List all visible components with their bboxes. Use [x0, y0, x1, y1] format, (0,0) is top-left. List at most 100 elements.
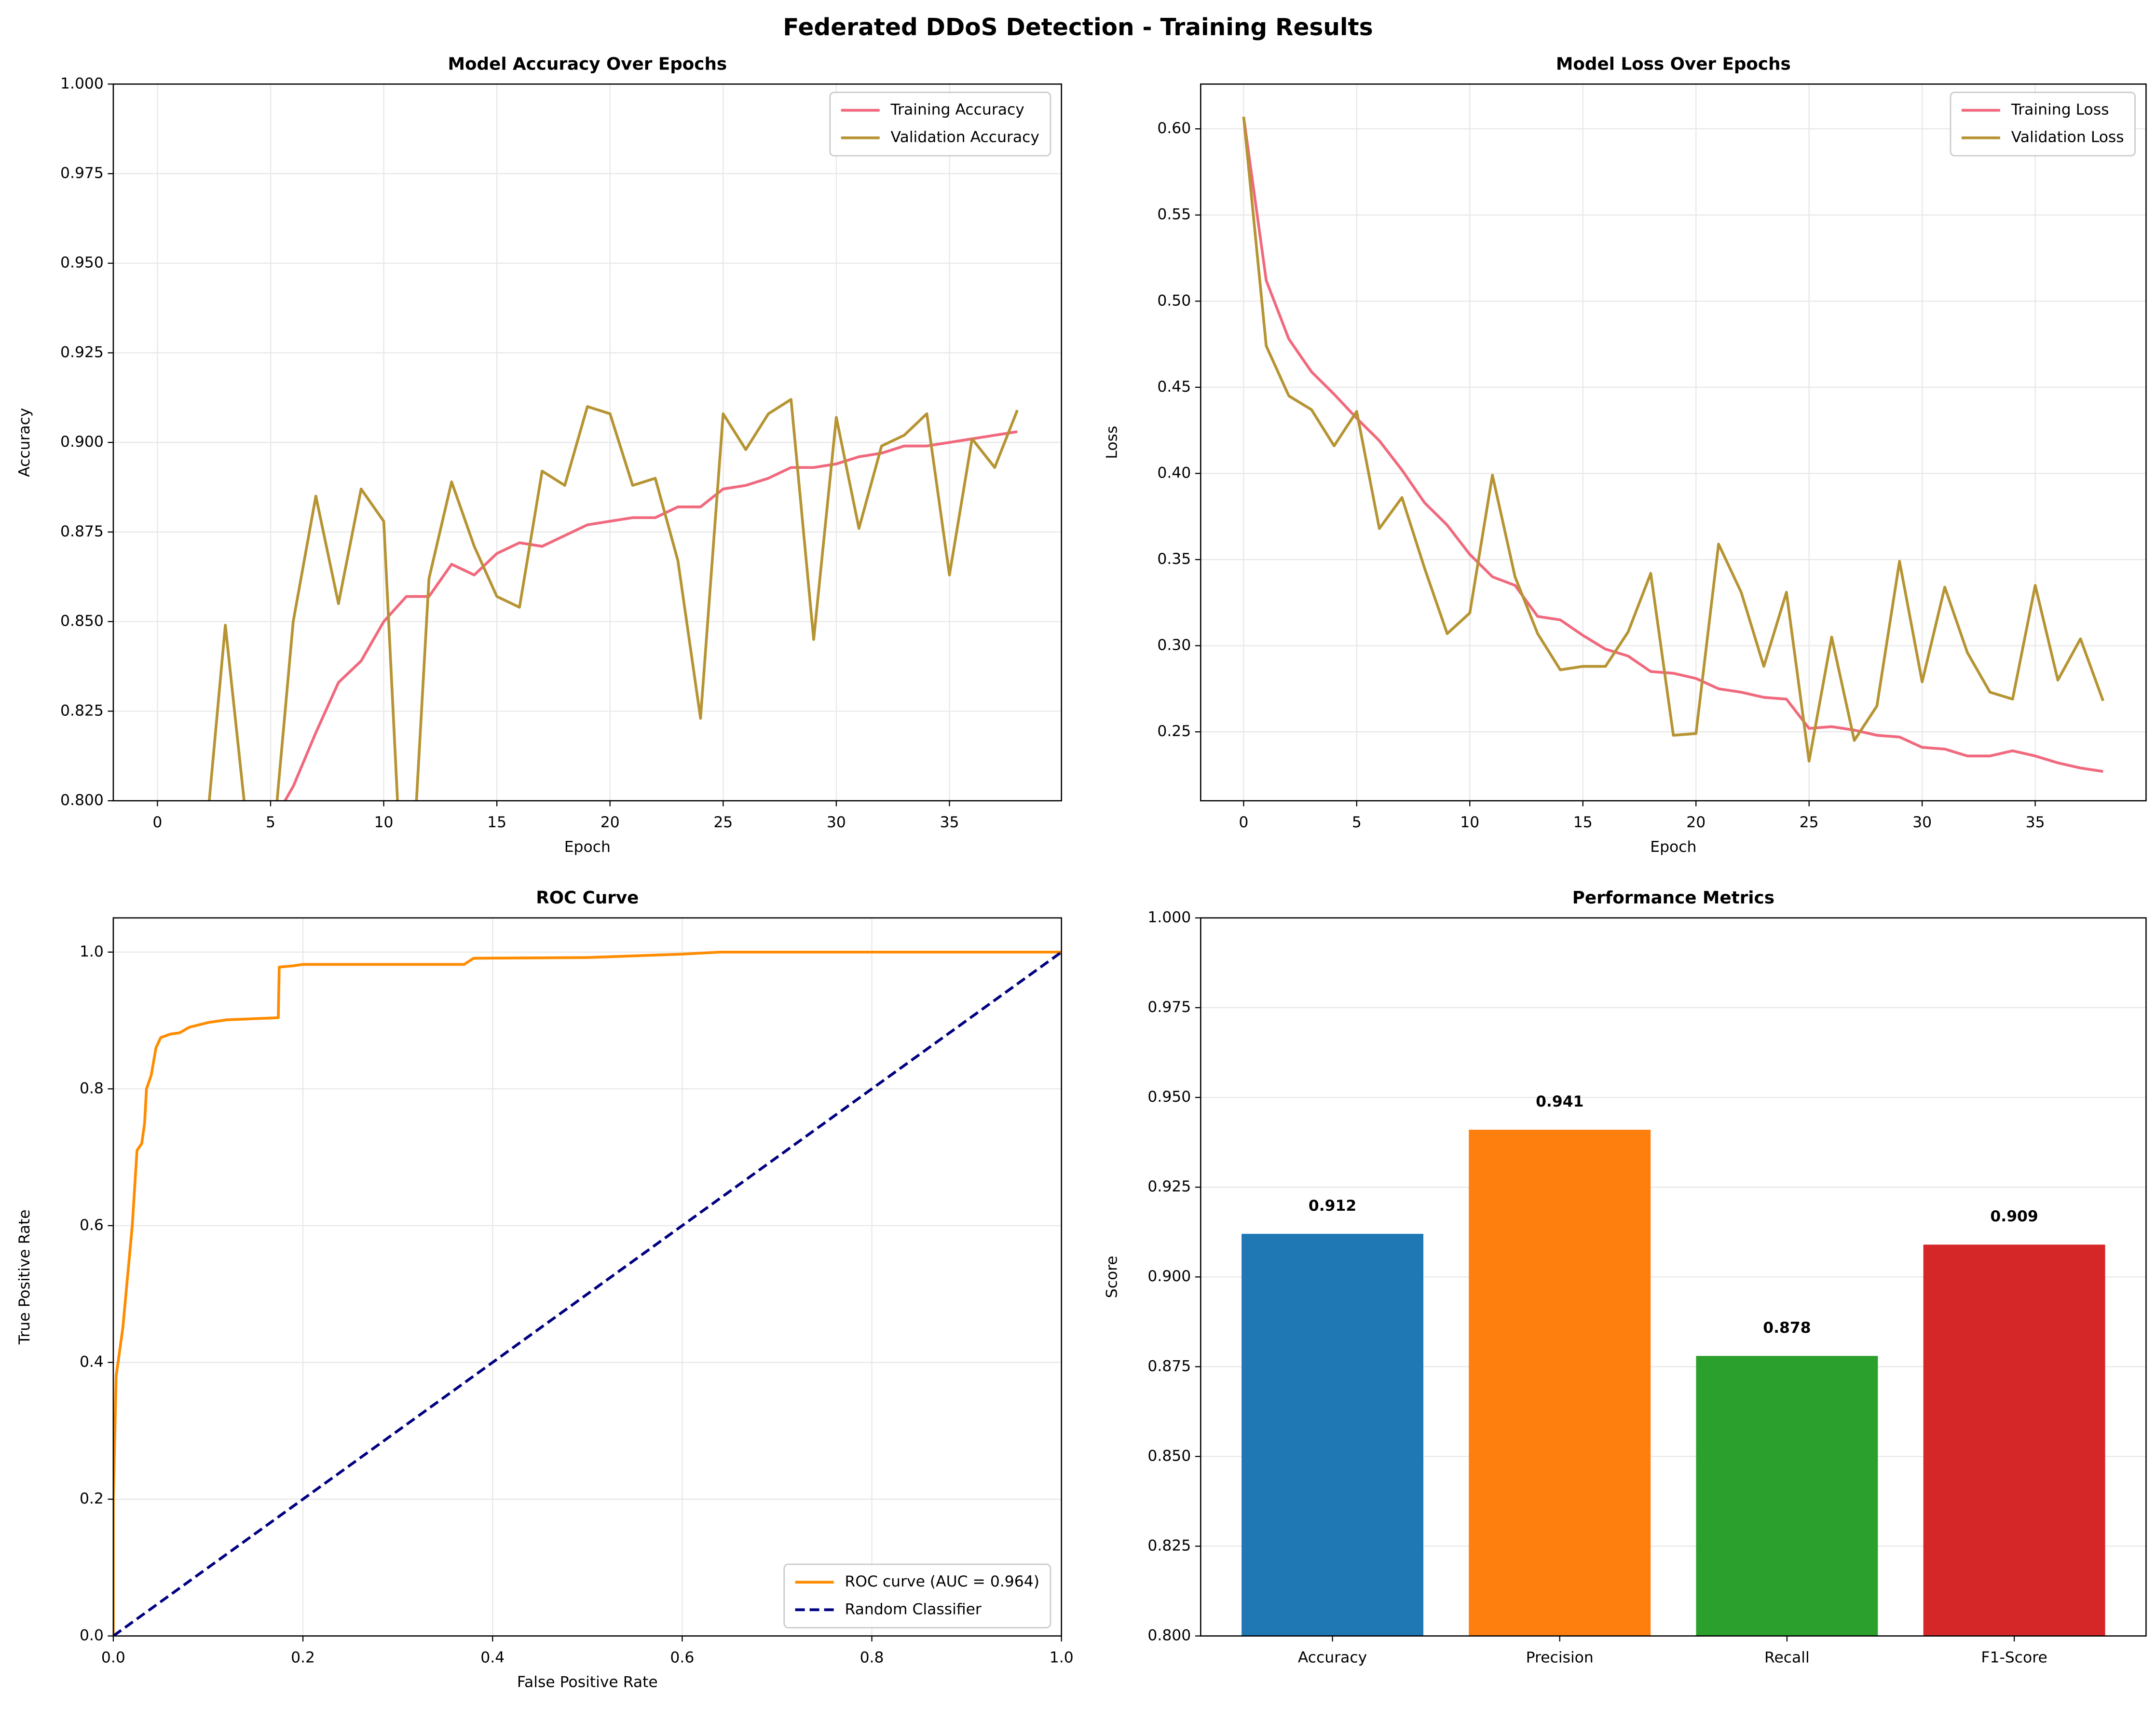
x-tick-label: 10: [1460, 814, 1479, 831]
x-axis-label: Epoch: [564, 838, 611, 856]
legend-label: ROC curve (AUC = 0.964): [845, 1573, 1039, 1590]
x-tick-label: 0.0: [101, 1649, 125, 1666]
legend-label: Training Accuracy: [890, 101, 1024, 119]
x-tick-label: F1-Score: [1981, 1649, 2047, 1666]
x-tick-label: 30: [1912, 814, 1932, 831]
value-label: 0.912: [1309, 1197, 1356, 1215]
figure-title: Federated DDoS Detection - Training Resu…: [783, 14, 1373, 41]
y-tick-label: 0.825: [1147, 1537, 1191, 1554]
line-series: [207, 398, 1019, 801]
subplot: 0.800 0.825 0.850 0.875 0.900 0.925 0.950 0.975…: [1103, 888, 2147, 1666]
y-tick-label: 0.825: [60, 702, 104, 719]
legend-label: Random Classifier: [845, 1600, 981, 1618]
x-tick-label: Accuracy: [1298, 1649, 1367, 1666]
legend: ROC curve (AUC = 0.964) Random Classifier: [783, 1563, 1051, 1628]
y-tick-label: 0.30: [1157, 637, 1191, 654]
y-tick-label: 0.40: [1157, 464, 1191, 481]
y-tick-label: 0.800: [60, 792, 104, 809]
line-series: [1242, 116, 2103, 773]
y-axis-label: Accuracy: [16, 408, 33, 477]
line-series: [113, 950, 1062, 1636]
y-tick-label: 0.850: [60, 613, 104, 630]
y-axis-label: Loss: [1103, 426, 1120, 459]
x-tick-label: 5: [266, 814, 275, 831]
bar: [1923, 1244, 2105, 1636]
line-series: [283, 430, 1018, 801]
y-tick-label: 1.000: [1147, 909, 1191, 926]
y-tick-label: 0.875: [60, 523, 104, 540]
legend-label: Validation Accuracy: [891, 129, 1039, 146]
y-tick-label: 0.925: [1147, 1178, 1191, 1195]
chart-title: ROC Curve: [536, 888, 639, 908]
y-tick-label: 0.900: [1147, 1268, 1191, 1285]
y-tick-label: 0.975: [1147, 998, 1191, 1016]
y-tick-label: 0.800: [1147, 1627, 1191, 1644]
x-axis-label: Epoch: [1650, 838, 1696, 856]
value-label: 0.941: [1536, 1093, 1583, 1110]
y-tick-label: 0.950: [1147, 1088, 1191, 1106]
y-tick-label: 0.0: [80, 1627, 104, 1644]
line-series: [1242, 116, 2104, 763]
x-tick-label: 0.2: [291, 1649, 315, 1666]
x-tick-label: 25: [1800, 814, 1819, 831]
axes-frame: [1200, 83, 2147, 802]
y-axis-label: True Positive Rate: [16, 1209, 33, 1345]
chart-title: Model Loss Over Epochs: [1556, 54, 1791, 74]
x-tick-label: Recall: [1764, 1649, 1810, 1666]
x-tick-label: 25: [713, 814, 733, 831]
y-tick-label: 0.6: [80, 1217, 104, 1234]
legend-box: [1950, 92, 2136, 157]
value-label: 0.878: [1763, 1319, 1811, 1337]
x-tick-label: 0: [152, 814, 162, 831]
x-tick-label: 1.0: [1050, 1649, 1074, 1666]
y-tick-label: 0.35: [1157, 550, 1191, 568]
y-tick-label: 1.000: [60, 75, 104, 92]
bar: [1242, 1233, 1424, 1636]
chart-title: Performance Metrics: [1572, 888, 1774, 908]
axes-frame: [112, 917, 1062, 1637]
y-tick-label: 0.925: [60, 343, 104, 361]
x-tick-label: 5: [1352, 814, 1362, 831]
x-tick-label: 0: [1239, 814, 1248, 831]
y-tick-label: 0.900: [60, 433, 104, 451]
y-tick-label: 0.975: [60, 164, 104, 182]
legend-box: [829, 92, 1051, 157]
y-tick-label: 0.45: [1157, 378, 1191, 396]
y-tick-label: 0.4: [80, 1353, 104, 1370]
value-label: 0.909: [1990, 1208, 2038, 1225]
y-axis-label: Score: [1103, 1256, 1120, 1298]
x-tick-label: 15: [1573, 814, 1593, 831]
legend-box: [783, 1563, 1051, 1628]
subplot: 0.25 0.30 0.35 0.40 0.45 0.50 0.55 0.60 0 5 10 15 20…: [1103, 54, 2147, 856]
legend: Training Loss Validation Loss: [1950, 92, 2136, 157]
y-tick-label: 1.0: [80, 943, 104, 960]
axes-frame: [1200, 917, 2147, 1637]
x-tick-label: 10: [374, 814, 394, 831]
y-tick-label: 0.8: [80, 1080, 104, 1097]
y-tick-label: 0.60: [1157, 120, 1191, 137]
y-tick-label: 0.875: [1147, 1357, 1191, 1375]
y-tick-label: 0.25: [1157, 723, 1191, 740]
y-tick-label: 0.850: [1147, 1447, 1191, 1464]
x-tick-label: Precision: [1526, 1649, 1594, 1666]
x-tick-label: 30: [827, 814, 846, 831]
bar: [1696, 1355, 1878, 1636]
axes-frame: [112, 83, 1062, 802]
x-tick-label: 0.4: [480, 1649, 505, 1666]
x-tick-label: 20: [600, 814, 620, 831]
legend: Training Accuracy Validation Accuracy: [829, 92, 1051, 157]
y-tick-label: 0.50: [1157, 292, 1191, 309]
line-series: [113, 951, 1062, 1636]
x-tick-label: 35: [940, 814, 959, 831]
x-axis-label: False Positive Rate: [517, 1674, 658, 1691]
legend-label: Validation Loss: [2011, 129, 2124, 146]
chart-title: Model Accuracy Over Epochs: [448, 54, 727, 74]
x-tick-label: 0.8: [860, 1649, 884, 1666]
y-tick-label: 0.950: [60, 254, 104, 272]
x-tick-label: 35: [2026, 814, 2045, 831]
subplot: 0.0 0.2 0.4 0.6 0.8 1.0 0.0 0.2 0.4 0.6 0.8 1.0 ROC …: [16, 888, 1074, 1691]
subplot: 0.800 0.825 0.850 0.875 0.900 0.925 0.950 0.975…: [16, 54, 1062, 856]
x-tick-label: 0.6: [670, 1649, 694, 1666]
